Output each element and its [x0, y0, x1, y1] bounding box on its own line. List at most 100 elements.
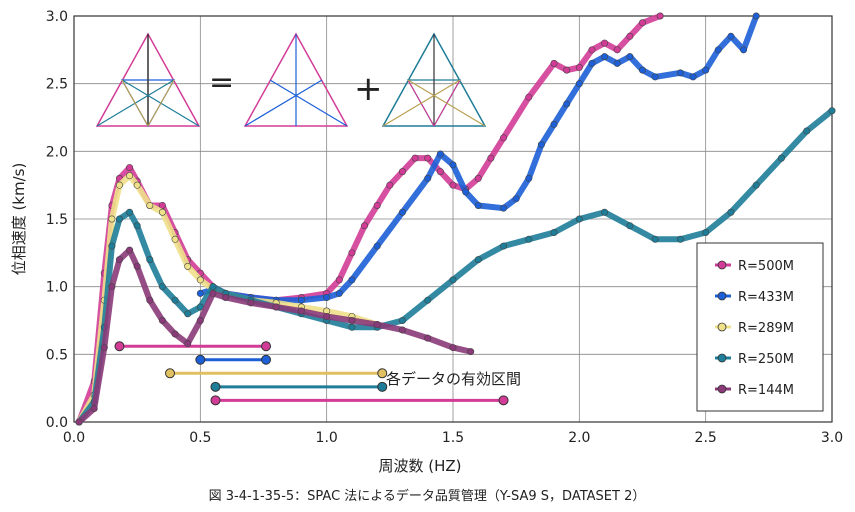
data-point: [550, 59, 558, 67]
y-tick-label: 2.5: [46, 77, 68, 93]
data-point: [537, 141, 545, 149]
legend-label: R=500M: [738, 259, 794, 274]
data-point: [398, 316, 406, 324]
data-point: [462, 188, 470, 196]
x-tick-label: 2.0: [568, 430, 590, 446]
data-point: [398, 208, 406, 216]
figure-caption: 図 3-4-1-35-5：SPAC 法によるデータ品質管理（Y-SA9 S，DA…: [209, 488, 646, 504]
data-point: [158, 208, 166, 216]
y-tick-label: 0.5: [46, 347, 68, 363]
legend-swatch-marker: [717, 353, 727, 363]
valid-range-end: [498, 395, 509, 406]
data-point: [335, 276, 343, 284]
data-point: [500, 242, 508, 250]
data-point: [171, 296, 179, 304]
data-point: [115, 181, 123, 189]
series-line-R=144M: [76, 247, 474, 425]
data-point: [184, 310, 192, 318]
data-point: [272, 303, 280, 311]
data-point: [656, 12, 664, 20]
legend-swatch-marker: [717, 260, 727, 270]
x-tick-label: 0.5: [189, 430, 211, 446]
data-point: [146, 296, 154, 304]
data-point: [133, 222, 141, 230]
data-point: [196, 316, 204, 324]
data-point: [348, 276, 356, 284]
data-point: [727, 32, 735, 40]
data-point: [638, 66, 646, 74]
data-point: [297, 296, 305, 304]
data-point: [158, 283, 166, 291]
data-point: [575, 215, 583, 223]
legend: R=500M R=433M R=289M R=250M R=144M: [715, 259, 794, 398]
data-point: [714, 46, 722, 54]
data-point: [467, 348, 475, 356]
triangle-diagram-large: [243, 32, 349, 127]
data-point: [449, 181, 457, 189]
series-lines: [75, 12, 836, 426]
data-point: [487, 154, 495, 162]
valid-range-end: [261, 341, 272, 352]
data-point: [424, 296, 432, 304]
data-point: [348, 316, 356, 324]
valid-range-end: [261, 354, 272, 365]
legend-label: R=144M: [738, 383, 794, 398]
y-tick-label: 3.0: [46, 9, 68, 25]
series-line-R=250M: [76, 107, 835, 425]
valid-range-start: [114, 341, 125, 352]
data-point: [651, 235, 659, 243]
data-point: [449, 276, 457, 284]
data-point: [474, 174, 482, 182]
data-point: [525, 174, 533, 182]
data-point: [424, 174, 432, 182]
data-point: [449, 344, 457, 352]
y-tick-label: 1.5: [46, 212, 68, 228]
data-point: [449, 161, 457, 169]
data-point: [335, 289, 343, 297]
data-point: [702, 66, 710, 74]
data-point: [75, 418, 83, 426]
tick-labels: 0.0 0.5 1.0 1.5 2.0 2.5 3.0 0.0 0.5 1.0 1.5 2.0 2.5 3…: [46, 9, 843, 446]
data-point: [828, 107, 836, 115]
valid-range-start: [195, 354, 206, 365]
data-point: [108, 215, 116, 223]
data-point: [777, 154, 785, 162]
y-tick-label: 0.0: [46, 415, 68, 431]
data-point: [474, 201, 482, 209]
data-point: [361, 222, 369, 230]
legend-swatch-marker: [717, 384, 727, 394]
x-tick-label: 1.5: [442, 430, 464, 446]
data-point: [626, 53, 634, 61]
data-point: [601, 39, 609, 47]
valid-ranges: [114, 341, 509, 406]
triangle-diagram-nested: [381, 32, 487, 128]
x-axis-title: 周波数 (HZ): [378, 457, 461, 475]
data-point: [247, 299, 255, 307]
data-point: [676, 235, 684, 243]
data-point: [411, 154, 419, 162]
legend-swatch-marker: [717, 322, 727, 332]
data-point: [209, 289, 217, 297]
data-point: [740, 46, 748, 54]
data-point: [126, 208, 134, 216]
data-point: [436, 150, 444, 158]
plus-sign: +: [354, 69, 383, 109]
series-line-R=289M: [76, 172, 381, 425]
legend-swatch-marker: [717, 291, 727, 301]
data-point: [297, 307, 305, 315]
data-point: [676, 69, 684, 77]
data-point: [752, 181, 760, 189]
data-point: [158, 316, 166, 324]
data-point: [525, 93, 533, 101]
valid-range-end: [377, 368, 388, 379]
data-point: [348, 323, 356, 331]
data-point: [115, 256, 123, 264]
data-point: [209, 283, 217, 291]
data-point: [126, 172, 134, 180]
data-point: [500, 134, 508, 142]
data-point: [171, 235, 179, 243]
data-point: [803, 127, 811, 135]
y-tick-label: 1.0: [46, 280, 68, 296]
data-point: [133, 181, 141, 189]
